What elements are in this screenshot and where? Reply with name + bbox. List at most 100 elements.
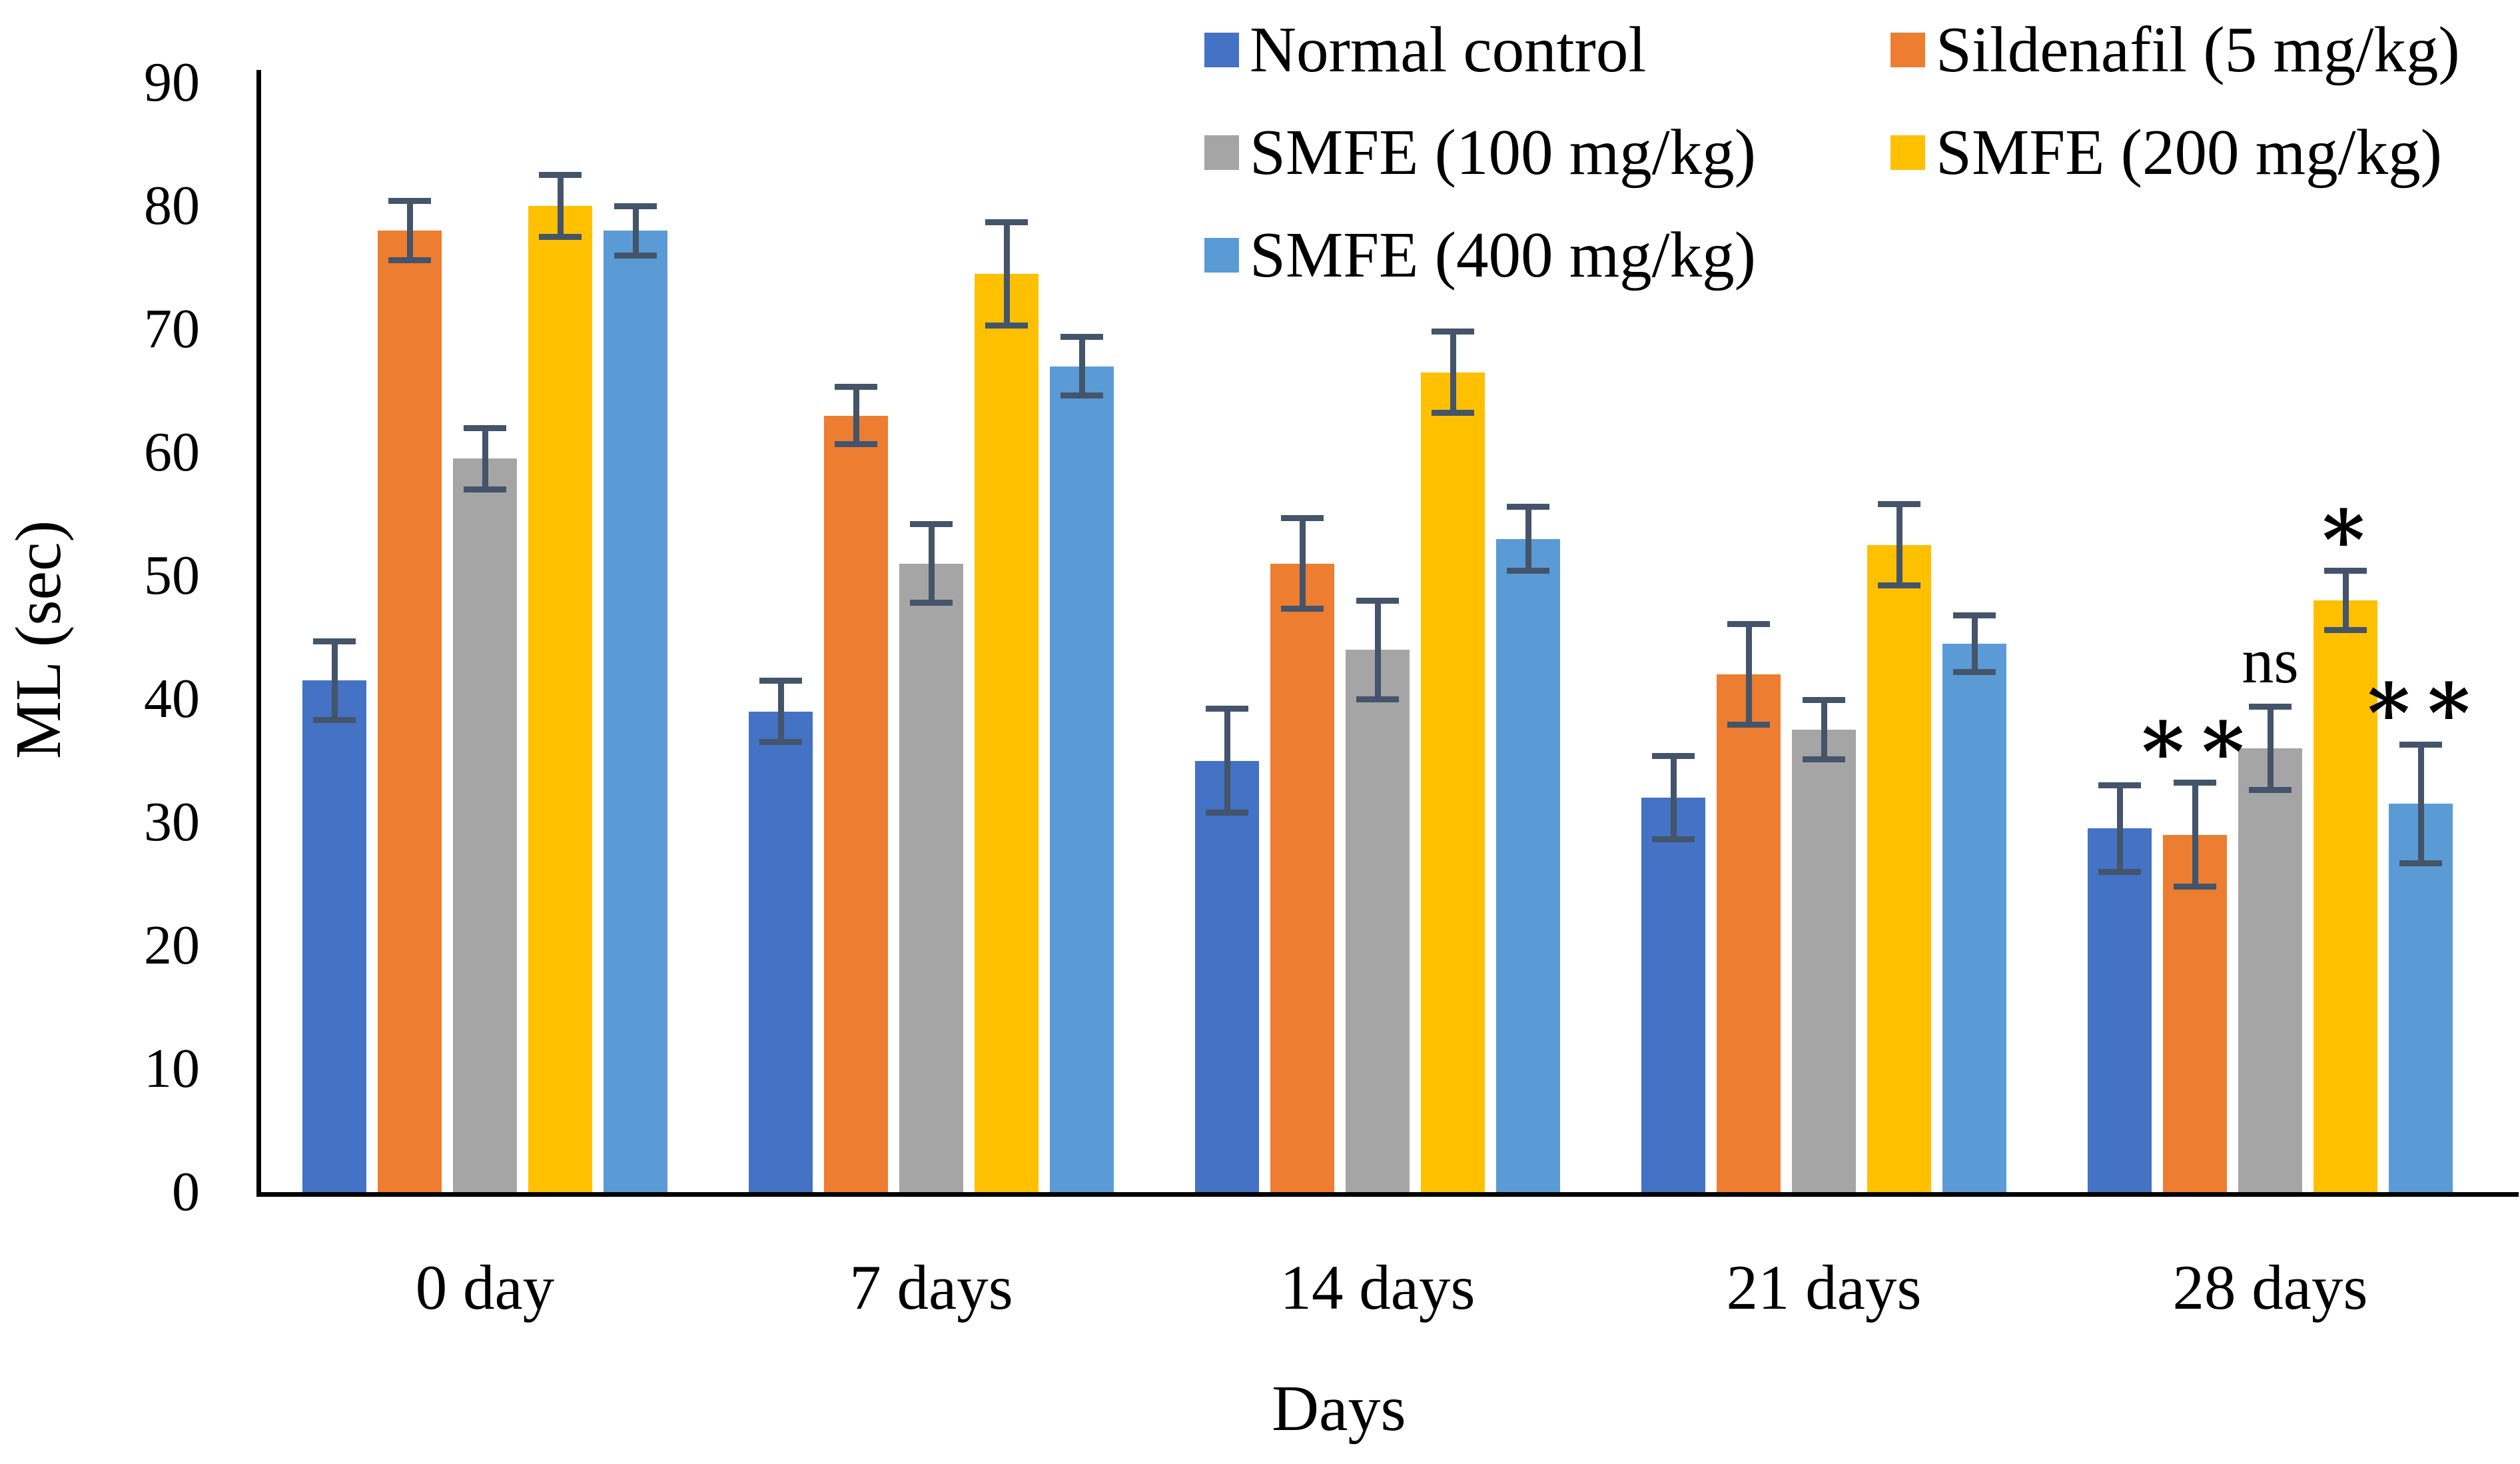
bar-smfe-200-mg-kg-14-days xyxy=(1421,372,1485,1192)
y-tick-label-40: 40 xyxy=(144,668,200,730)
error-bar-sildenafil-5-mg-kg-14-days xyxy=(1299,518,1306,609)
y-tick-label-70: 70 xyxy=(144,298,200,360)
y-axis-line xyxy=(256,70,261,1197)
y-tick-label-60: 60 xyxy=(144,421,200,483)
error-bar-normal-control-28-days xyxy=(2116,785,2123,872)
error-bar-smfe-100-mg-kg-28-days xyxy=(2267,706,2274,790)
legend-label-normal-control: Normal control xyxy=(1250,14,1647,85)
significance-label-smfe-100-mg-kg: ns xyxy=(2242,625,2299,697)
bar-smfe-200-mg-kg-0-day xyxy=(528,206,592,1192)
error-cap-bottom xyxy=(1652,836,1695,843)
bar-sildenafil-5-mg-kg-21-days xyxy=(1717,674,1781,1192)
error-cap-top xyxy=(614,203,657,209)
error-bar-normal-control-14-days xyxy=(1224,708,1230,813)
bar-sildenafil-5-mg-kg-14-days xyxy=(1270,563,1334,1192)
bar-sildenafil-5-mg-kg-7-days xyxy=(824,415,888,1192)
y-tick-label-80: 80 xyxy=(144,175,200,237)
legend: Normal control Sildenafil (5 mg/kg) SMFE (… xyxy=(1204,13,2460,292)
error-cap-top xyxy=(2098,782,2141,788)
error-cap-bottom xyxy=(2174,883,2216,890)
error-cap-bottom xyxy=(388,257,431,263)
error-cap-bottom xyxy=(539,233,582,240)
bar-smfe-100-mg-kg-14-days xyxy=(1346,650,1410,1192)
error-cap-top xyxy=(1281,514,1324,521)
legend-item-normal-control: Normal control xyxy=(1204,13,1890,87)
significance-label-sildenafil-5-mg-kg: ∗∗ xyxy=(2134,692,2256,782)
error-bar-smfe-400-mg-kg-14-days xyxy=(1525,506,1531,571)
bar-smfe-100-mg-kg-0-day xyxy=(453,458,517,1192)
error-bar-smfe-100-mg-kg-14-days xyxy=(1374,600,1381,699)
error-cap-top xyxy=(1652,752,1695,759)
y-tick-label-20: 20 xyxy=(144,914,200,976)
error-cap-bottom xyxy=(1432,410,1474,416)
error-cap-top xyxy=(1060,333,1103,340)
x-tick-label-0-day: 0 day xyxy=(415,1252,555,1323)
bar-normal-control-21-days xyxy=(1641,798,1705,1192)
bar-smfe-400-mg-kg-7-days xyxy=(1050,366,1114,1192)
error-bar-smfe-200-mg-kg-28-days xyxy=(2342,570,2349,630)
error-cap-bottom xyxy=(1727,722,1770,728)
error-cap-bottom xyxy=(2399,860,2442,866)
bar-sildenafil-5-mg-kg-28-days xyxy=(2163,834,2227,1192)
error-cap-bottom xyxy=(2324,626,2367,633)
bar-smfe-100-mg-kg-21-days xyxy=(1792,730,1856,1192)
legend-swatch-smfe-400-mg-kg xyxy=(1204,238,1239,273)
bar-smfe-100-mg-kg-7-days xyxy=(899,563,963,1192)
error-bar-sildenafil-5-mg-kg-0-day xyxy=(406,201,413,261)
legend-label-smfe-400-mg-kg: SMFE (400 mg/kg) xyxy=(1250,219,1756,291)
error-cap-top xyxy=(1878,501,1920,508)
error-bar-smfe-400-mg-kg-28-days xyxy=(2417,744,2424,864)
error-cap-top xyxy=(985,219,1028,225)
error-cap-top xyxy=(313,638,356,644)
y-tick-label-0: 0 xyxy=(172,1161,200,1223)
legend-label-smfe-100-mg-kg: SMFE (100 mg/kg) xyxy=(1250,117,1756,188)
significance-label-smfe-400-mg-kg: ∗∗ xyxy=(2360,654,2481,744)
legend-item-smfe-400-mg-kg: SMFE (400 mg/kg) xyxy=(1204,219,1890,292)
error-cap-bottom xyxy=(1953,668,1996,675)
error-cap-bottom xyxy=(614,252,657,259)
x-tick-label-28-days: 28 days xyxy=(2172,1252,2368,1323)
error-cap-top xyxy=(835,384,877,390)
error-bar-sildenafil-5-mg-kg-7-days xyxy=(853,386,859,444)
error-cap-bottom xyxy=(1281,606,1324,612)
error-bar-smfe-100-mg-kg-7-days xyxy=(928,524,935,603)
legend-item-smfe-200-mg-kg: SMFE (200 mg/kg) xyxy=(1890,116,2460,189)
y-tick-label-10: 10 xyxy=(144,1038,200,1099)
legend-swatch-normal-control xyxy=(1204,33,1239,67)
error-cap-top xyxy=(1432,329,1474,335)
error-bar-smfe-200-mg-kg-21-days xyxy=(1896,504,1902,586)
error-cap-bottom xyxy=(2098,868,2141,875)
error-cap-bottom xyxy=(985,322,1028,329)
legend-item-smfe-100-mg-kg: SMFE (100 mg/kg) xyxy=(1204,116,1890,189)
y-tick-label-30: 30 xyxy=(144,791,200,853)
error-cap-top xyxy=(1356,597,1399,604)
x-axis-line xyxy=(256,1192,2519,1197)
error-bar-normal-control-21-days xyxy=(1670,756,1677,840)
error-bar-normal-control-7-days xyxy=(777,680,784,742)
error-bar-smfe-200-mg-kg-7-days xyxy=(1003,222,1010,326)
bar-smfe-400-mg-kg-0-day xyxy=(604,231,667,1192)
error-cap-bottom xyxy=(1507,568,1549,574)
legend-label-smfe-200-mg-kg: SMFE (200 mg/kg) xyxy=(1936,117,2442,188)
x-tick-label-21-days: 21 days xyxy=(1726,1252,1922,1323)
error-cap-bottom xyxy=(1803,756,1845,763)
bar-smfe-200-mg-kg-28-days xyxy=(2313,600,2377,1192)
error-cap-bottom xyxy=(910,600,953,606)
x-tick-label-14-days: 14 days xyxy=(1280,1252,1475,1323)
x-tick-label-7-days: 7 days xyxy=(849,1252,1013,1323)
error-bar-sildenafil-5-mg-kg-28-days xyxy=(2192,782,2198,887)
bar-smfe-400-mg-kg-28-days xyxy=(2389,804,2453,1192)
error-bar-smfe-400-mg-kg-0-day xyxy=(632,206,639,255)
error-cap-bottom xyxy=(1356,696,1399,702)
bar-smfe-400-mg-kg-14-days xyxy=(1496,538,1560,1192)
error-bar-smfe-200-mg-kg-14-days xyxy=(1450,331,1456,413)
error-cap-top xyxy=(1803,697,1845,704)
error-bar-sildenafil-5-mg-kg-21-days xyxy=(1745,624,1752,725)
error-cap-bottom xyxy=(2249,787,2292,794)
error-bar-smfe-200-mg-kg-0-day xyxy=(557,175,564,237)
x-axis-title: Days xyxy=(1272,1373,1406,1445)
bar-normal-control-14-days xyxy=(1195,760,1259,1192)
error-cap-top xyxy=(910,520,953,527)
error-cap-bottom xyxy=(1060,392,1103,399)
error-cap-top xyxy=(388,198,431,205)
